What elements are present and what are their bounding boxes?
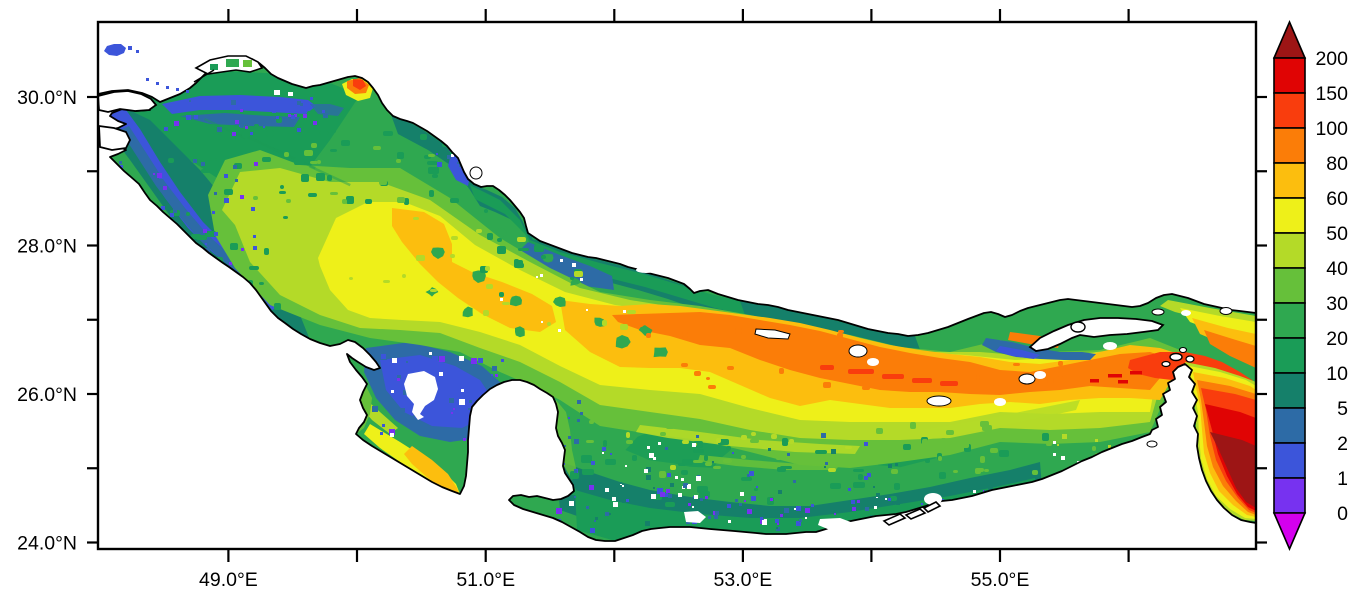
svg-text:49.0°E: 49.0°E (199, 569, 258, 591)
svg-text:24.0°N: 24.0°N (17, 533, 77, 555)
svg-text:5: 5 (1337, 398, 1348, 420)
svg-text:40: 40 (1326, 258, 1348, 280)
svg-text:100: 100 (1315, 118, 1348, 140)
svg-text:10: 10 (1326, 363, 1348, 385)
svg-text:28.0°N: 28.0°N (17, 236, 77, 258)
svg-text:200: 200 (1315, 48, 1348, 70)
svg-text:26.0°N: 26.0°N (17, 384, 77, 406)
svg-text:20: 20 (1326, 328, 1348, 350)
svg-text:30: 30 (1326, 293, 1348, 315)
svg-text:2: 2 (1337, 433, 1348, 455)
svg-text:30.0°N: 30.0°N (17, 87, 77, 109)
svg-text:50: 50 (1326, 223, 1348, 245)
svg-text:53.0°E: 53.0°E (714, 569, 773, 591)
svg-text:150: 150 (1315, 83, 1348, 105)
svg-text:1: 1 (1337, 468, 1348, 490)
svg-text:80: 80 (1326, 153, 1348, 175)
svg-text:51.0°E: 51.0°E (456, 569, 515, 591)
svg-text:60: 60 (1326, 188, 1348, 210)
svg-text:55.0°E: 55.0°E (971, 569, 1030, 591)
svg-text:0: 0 (1337, 503, 1348, 525)
